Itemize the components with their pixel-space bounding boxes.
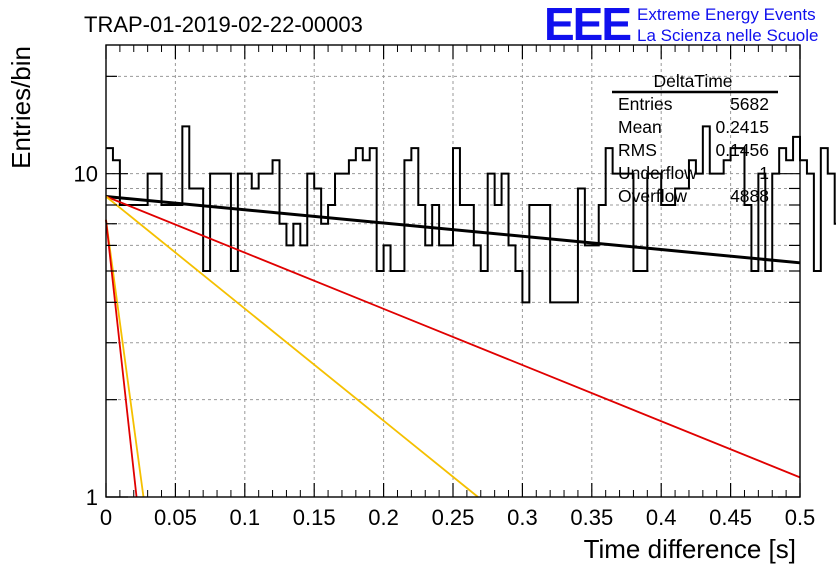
fit-curve xyxy=(105,195,801,479)
logo-text: EEE xyxy=(544,0,630,50)
histogram xyxy=(106,125,836,304)
x-tick-label: 0.25 xyxy=(432,505,475,530)
stats-label: Mean xyxy=(618,117,662,137)
histogram-step-line xyxy=(106,125,836,304)
stats-value: 1 xyxy=(759,163,769,183)
stats-label: Entries xyxy=(618,94,673,114)
stats-label: Underflow xyxy=(618,163,697,183)
stats-value: 5682 xyxy=(730,94,769,114)
stats-label: RMS xyxy=(618,140,657,160)
y-tick-label: 1 xyxy=(86,485,98,510)
eee-logo: EEE Extreme Energy Events La Scienza nel… xyxy=(544,0,818,50)
x-tick-label: 0.4 xyxy=(646,505,677,530)
tick-labels: 0 0.05 0.1 0.15 0.2 0.25 0.3 0.35 0.4 0.45 0.5 1 10 xyxy=(74,162,816,530)
y-tick-label: 10 xyxy=(74,162,98,187)
stats-value: 0.1456 xyxy=(715,140,769,160)
logo-line-1: Extreme Energy Events xyxy=(637,5,816,24)
fit-curves xyxy=(105,194,801,498)
x-tick-label: 0.45 xyxy=(709,505,752,530)
x-tick-label: 0.3 xyxy=(507,505,538,530)
fit-curve xyxy=(105,194,801,265)
x-tick-label: 0.5 xyxy=(785,505,816,530)
x-tick-label: 0.15 xyxy=(293,505,336,530)
logo-line-2: La Scienza nelle Scuole xyxy=(637,26,818,45)
x-tick-label: 0.35 xyxy=(570,505,613,530)
chart-title: TRAP-01-2019-02-22-00003 xyxy=(84,12,363,37)
x-tick-label: 0 xyxy=(100,505,112,530)
fit-curve xyxy=(105,195,479,498)
stats-box: DeltaTime Entries 5682 Mean 0.2415 RMS 0.1456… xyxy=(612,71,778,206)
x-tick-label: 0.1 xyxy=(230,505,261,530)
y-axis-label: Entries/bin xyxy=(6,46,36,169)
fit-curve xyxy=(105,219,138,498)
stats-value: 4888 xyxy=(730,186,769,206)
fit-curve xyxy=(105,219,145,498)
stats-name: DeltaTime xyxy=(653,71,732,91)
x-tick-label: 0.05 xyxy=(154,505,197,530)
x-tick-label: 0.2 xyxy=(368,505,399,530)
axis-ticks xyxy=(105,45,801,498)
stats-label: Overflow xyxy=(618,186,687,206)
x-axis-label: Time difference [s] xyxy=(584,534,796,564)
stats-rows: Entries 5682 Mean 0.2415 RMS 0.1456 Underflow 1… xyxy=(618,94,769,206)
stats-value: 0.2415 xyxy=(715,117,769,137)
